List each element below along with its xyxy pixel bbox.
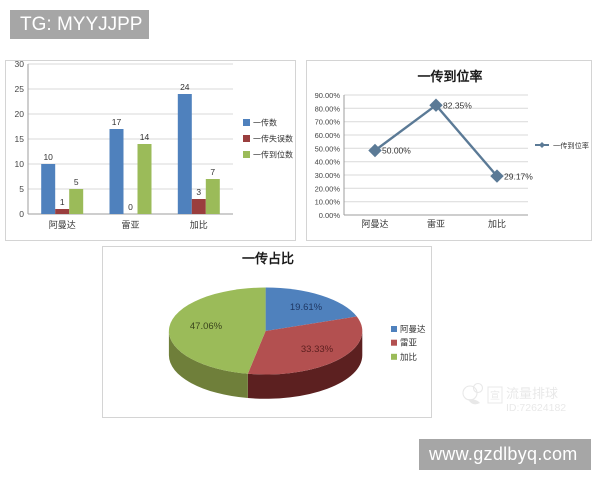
svg-text:24: 24 bbox=[180, 82, 190, 92]
svg-text:7: 7 bbox=[210, 167, 215, 177]
svg-text:82.35%: 82.35% bbox=[443, 101, 472, 111]
svg-text:29.17%: 29.17% bbox=[504, 172, 533, 182]
svg-text:一传到位率: 一传到位率 bbox=[553, 141, 589, 150]
svg-text:25: 25 bbox=[15, 84, 25, 94]
svg-text:雷亚: 雷亚 bbox=[400, 338, 418, 348]
svg-text:0.00%: 0.00% bbox=[319, 211, 341, 220]
svg-text:阿曼达: 阿曼达 bbox=[49, 219, 76, 230]
svg-text:3: 3 bbox=[196, 187, 201, 197]
svg-text:0: 0 bbox=[19, 209, 24, 219]
svg-text:30.00%: 30.00% bbox=[315, 171, 341, 180]
svg-text:80.00%: 80.00% bbox=[315, 104, 341, 113]
svg-text:70.00%: 70.00% bbox=[315, 118, 341, 127]
svg-text:19.61%: 19.61% bbox=[290, 302, 323, 313]
svg-text:一传到位数: 一传到位数 bbox=[253, 150, 293, 160]
svg-text:流量排球: 流量排球 bbox=[506, 386, 558, 401]
svg-text:雷亚: 雷亚 bbox=[121, 220, 139, 230]
svg-text:1: 1 bbox=[60, 197, 65, 207]
svg-text:90.00%: 90.00% bbox=[315, 91, 341, 100]
svg-text:10.00%: 10.00% bbox=[315, 198, 341, 207]
svg-text:20.00%: 20.00% bbox=[315, 184, 341, 193]
svg-text:ID:72624182: ID:72624182 bbox=[506, 402, 566, 414]
svg-text:加比: 加比 bbox=[190, 219, 208, 230]
svg-text:33.33%: 33.33% bbox=[301, 344, 334, 355]
svg-text:一传失误数: 一传失误数 bbox=[253, 134, 293, 144]
svg-text:一传占比: 一传占比 bbox=[242, 251, 294, 266]
svg-text:雷亚: 雷亚 bbox=[427, 219, 445, 229]
svg-text:阿曼达: 阿曼达 bbox=[400, 324, 426, 334]
svg-text:60.00%: 60.00% bbox=[315, 131, 341, 140]
svg-text:20: 20 bbox=[15, 109, 25, 119]
svg-text:10: 10 bbox=[15, 159, 25, 169]
svg-text:一传到位率: 一传到位率 bbox=[417, 69, 482, 84]
svg-text:50.00%: 50.00% bbox=[382, 146, 411, 156]
svg-text:加比: 加比 bbox=[400, 352, 417, 362]
svg-text:15: 15 bbox=[15, 134, 25, 144]
svg-text:14: 14 bbox=[140, 132, 150, 142]
svg-text:5: 5 bbox=[74, 177, 79, 187]
svg-text:17: 17 bbox=[112, 117, 122, 127]
svg-text:一传数: 一传数 bbox=[253, 118, 277, 128]
svg-text:47.06%: 47.06% bbox=[190, 321, 223, 332]
svg-text:10: 10 bbox=[43, 152, 53, 162]
svg-text:阿曼达: 阿曼达 bbox=[361, 218, 388, 229]
svg-text:40.00%: 40.00% bbox=[315, 158, 341, 167]
svg-text:0: 0 bbox=[128, 202, 133, 212]
svg-text:5: 5 bbox=[19, 184, 24, 194]
svg-text:加比: 加比 bbox=[488, 218, 506, 229]
svg-text:50.00%: 50.00% bbox=[315, 144, 341, 153]
svg-text:宣: 宣 bbox=[490, 389, 500, 402]
svg-text:30: 30 bbox=[15, 61, 25, 69]
